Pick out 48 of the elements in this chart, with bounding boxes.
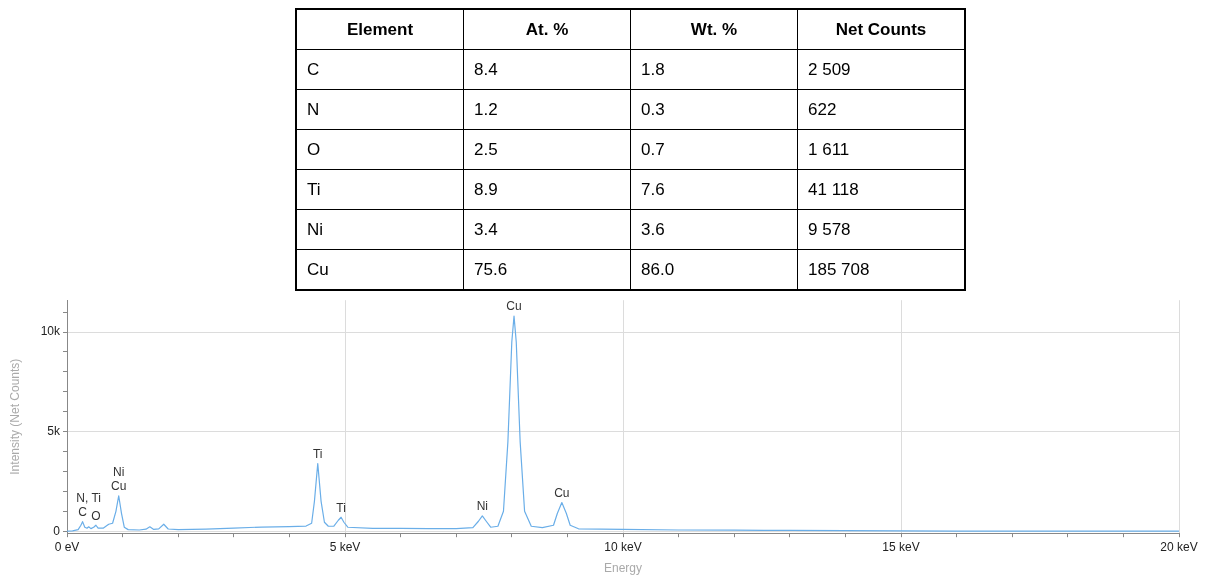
text: Element [296,9,464,50]
annotation: Ni [476,499,488,514]
data-label: 1.2 [463,89,631,130]
text: Wt. % [630,9,798,50]
category-label: N [296,89,464,130]
category-label: O [296,129,464,170]
data-label: 3.6 [630,209,798,250]
annotation: O [91,508,101,523]
data-label: 8.4 [463,49,631,90]
data-label: 7.6 [630,169,798,210]
data-label: 2.5 [463,129,631,170]
data-label: 9 578 [797,209,965,250]
data-label: 0.3 [630,89,798,130]
data-label: 3.4 [463,209,631,250]
category-label: Ti [296,169,464,210]
text: Net Counts [797,9,965,50]
category-label: Ni [296,209,464,250]
x-axis-title: Energy [603,561,643,576]
annotation: Cu [506,299,522,314]
text: At. % [463,9,631,50]
annotation: Cu [554,485,570,500]
annotation: Ti [312,446,323,461]
annotation: C [78,504,88,519]
x-tick-label: 10 keV [604,539,642,554]
data-label: 1.8 [630,49,798,90]
annotation: Ti [336,500,346,515]
data-label: 622 [797,89,965,130]
data-label: 185 708 [797,249,965,290]
data-label: 75.6 [463,249,631,290]
data-label: 1 611 [797,129,965,170]
y-tick-label: 10k [40,324,61,339]
data-label: 2 509 [797,49,965,90]
x-tick-label: 5 keV [329,539,361,554]
data-label: 0.7 [630,129,798,170]
category-label: Cu [296,249,464,290]
annotation: Ni [113,465,125,480]
data-label: 86.0 [630,249,798,290]
y-tick-label: 5k [47,423,61,438]
data-label: 41 118 [797,169,965,210]
category-label: C [296,49,464,90]
annotation: Cu [111,479,127,494]
y-tick-label: 0 [53,523,61,538]
x-tick-label: 0 eV [54,539,80,554]
x-tick-label: 20 keV [1160,539,1198,554]
x-tick-label: 15 keV [882,539,920,554]
data-label: 8.9 [463,169,631,210]
annotation: N, Ti [76,490,102,505]
y-axis-title: Intensity (Net Counts) [7,358,22,475]
